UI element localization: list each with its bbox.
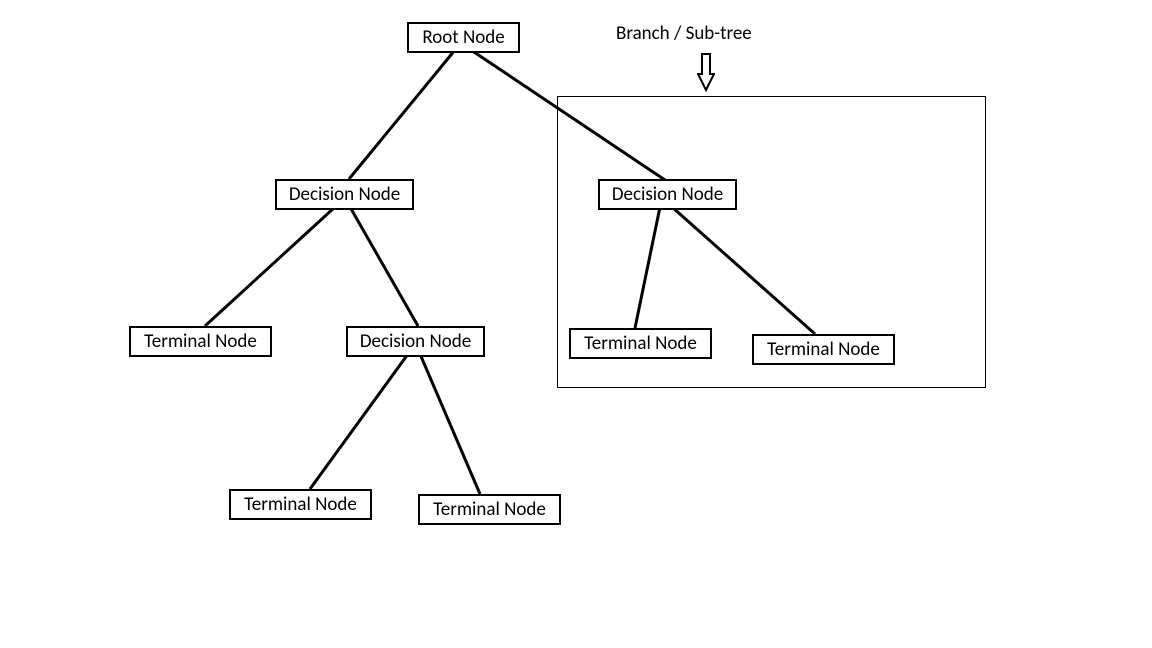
decision-node-left: Decision Node: [275, 179, 414, 210]
annotation-label: Branch / Sub-tree: [616, 22, 752, 45]
terminal-node-rr: Terminal Node: [752, 334, 895, 365]
terminal-node-rl: Terminal Node: [569, 328, 712, 359]
terminal-node-lrl: Terminal Node: [229, 489, 372, 520]
annotation-arrow-icon: [697, 52, 715, 92]
decision-node-right: Decision Node: [598, 179, 737, 210]
root-node: Root Node: [407, 22, 520, 53]
terminal-node-ll: Terminal Node: [129, 326, 272, 357]
terminal-node-lrr: Terminal Node: [418, 494, 561, 525]
decision-node-lr: Decision Node: [346, 326, 485, 357]
